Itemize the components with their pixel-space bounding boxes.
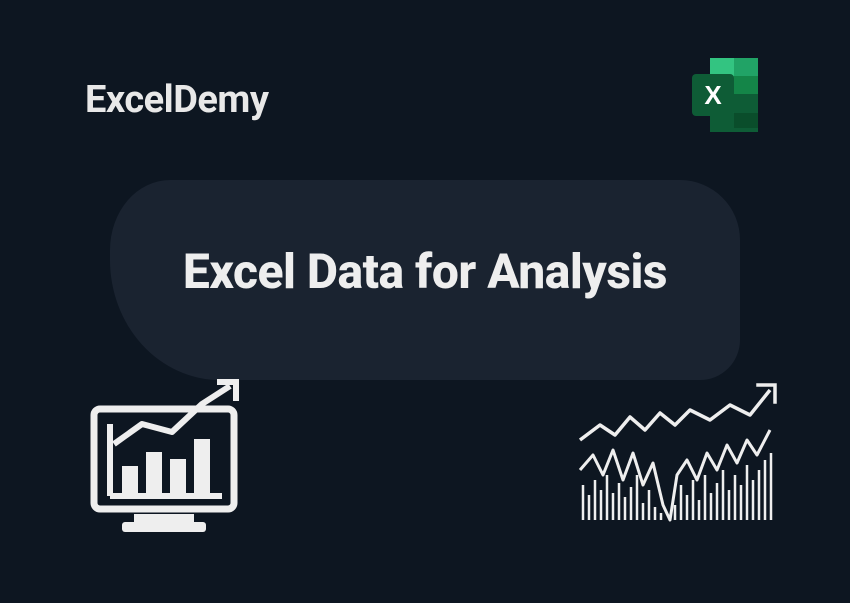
stock-chart-icon bbox=[575, 375, 785, 539]
svg-text:X: X bbox=[704, 80, 722, 110]
excel-app-icon: X bbox=[682, 50, 772, 144]
page-title: Excel Data for Analysis bbox=[0, 243, 850, 300]
monitor-analytics-icon bbox=[82, 374, 262, 548]
brand-logo-text: ExcelDemy bbox=[85, 78, 268, 122]
